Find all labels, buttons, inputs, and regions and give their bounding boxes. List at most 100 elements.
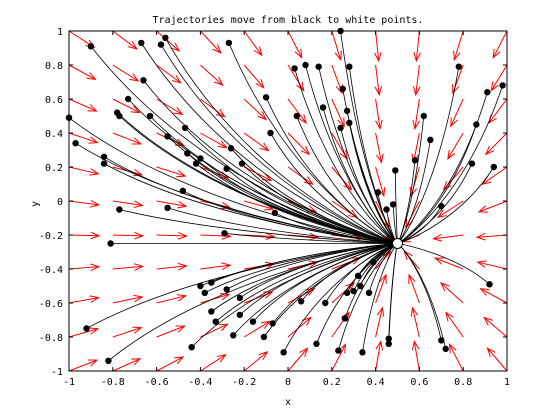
start-point [293,112,300,120]
field-arrow [287,316,312,338]
field-arrow [450,98,464,128]
start-point [267,129,274,137]
y-tick-label: 0.4 [45,129,63,140]
field-arrow [243,320,271,338]
start-point [297,298,305,305]
start-point [140,77,147,84]
field-arrow [243,64,265,89]
field-arrow [436,200,464,219]
start-point [438,337,445,344]
trajectory-curve [252,243,398,322]
trajectory-curve [296,115,398,244]
trajectory-curve [270,132,398,244]
field-arrow [476,260,508,270]
field-arrow [374,30,382,63]
field-arrow [413,30,421,63]
start-point [107,240,114,247]
field-arrow [287,30,303,59]
x-axis-label: x [285,397,291,408]
start-point [227,145,235,152]
field-arrow [486,347,508,372]
x-tick-label: 0 [285,377,291,388]
start-point [346,119,353,127]
start-point [385,340,392,347]
start-point [164,133,171,140]
start-point [374,189,381,196]
field-arrow [374,64,383,97]
field-arrow [412,98,420,130]
start-point [315,63,322,70]
field-arrow [375,273,387,304]
x-tick-label: -1 [63,377,75,388]
field-arrow [447,132,464,160]
x-tick-label: -0.6 [145,377,169,388]
y-tick-label: -0.8 [39,333,63,344]
field-arrow [68,295,100,304]
field-arrow [68,166,100,176]
y-tick-label: -0.6 [39,299,63,310]
field-arrow [156,294,188,304]
x-tick-label: 0.4 [367,377,385,388]
field-arrow [287,288,316,304]
start-point [389,201,397,208]
start-points [65,27,506,364]
y-tick-label: 0.2 [45,163,63,174]
start-point [350,287,357,295]
start-point [181,124,189,132]
start-point [236,311,244,319]
y-tick-label: -0.4 [39,265,63,276]
field-arrow [156,356,185,372]
field-arrow [68,327,100,338]
start-point [343,107,351,115]
field-arrow [243,30,263,57]
start-point [341,315,349,322]
start-point [223,286,230,293]
y-tick-label: 0.8 [45,61,63,72]
field-arrow [287,132,311,156]
field-arrow [156,64,182,84]
trajectory-curve [265,97,398,244]
x-tick-label: 0.2 [323,377,341,388]
start-point [146,112,154,120]
field-arrow [112,231,145,240]
start-point [72,140,79,147]
field-arrow [156,98,184,116]
field-arrow [331,30,342,61]
field-arrow [200,98,226,118]
start-point [365,289,373,296]
field-arrow [68,263,101,272]
start-point [105,357,112,364]
start-point [260,333,268,341]
start-point [490,163,498,171]
field-arrow [287,166,314,185]
y-tick-label: 1 [57,27,63,38]
start-point [164,204,171,211]
field-arrow [112,30,138,50]
trajectory-curve [239,243,398,299]
trajectory-curve [165,37,398,244]
field-arrow [68,64,97,80]
x-tick-label: -0.8 [101,377,125,388]
start-point [484,89,491,96]
x-axis-ticks: -1 -0.8 -0.6 -0.4 -0.2 0 0.2 0.4 0.6 0.8 1 [63,31,510,388]
start-point [346,63,353,70]
y-tick-label: 0.6 [45,95,63,106]
field-arrow [492,30,508,59]
start-point [100,153,108,160]
start-point [87,43,95,50]
field-arrow [68,132,99,144]
trajectory-curve [342,88,398,244]
end-point [392,238,403,249]
y-axis-label: y [30,201,41,207]
field-arrow [112,326,143,338]
field-arrow [331,343,347,372]
start-point [230,332,237,339]
field-arrow [156,30,181,52]
start-point [192,160,200,167]
start-point [221,230,228,237]
field-arrow [200,30,222,54]
y-axis-ticks: -1 -0.8 -0.6 -0.4 -0.2 0 0.2 0.4 0.6 0.8 1 [39,27,507,378]
trajectory-curve [241,163,398,244]
field-arrow [375,306,385,338]
start-point [411,157,419,164]
